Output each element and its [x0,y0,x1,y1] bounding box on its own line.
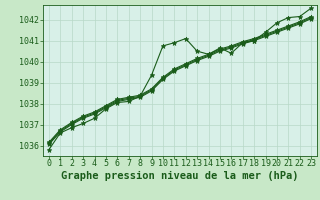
X-axis label: Graphe pression niveau de la mer (hPa): Graphe pression niveau de la mer (hPa) [61,171,299,181]
